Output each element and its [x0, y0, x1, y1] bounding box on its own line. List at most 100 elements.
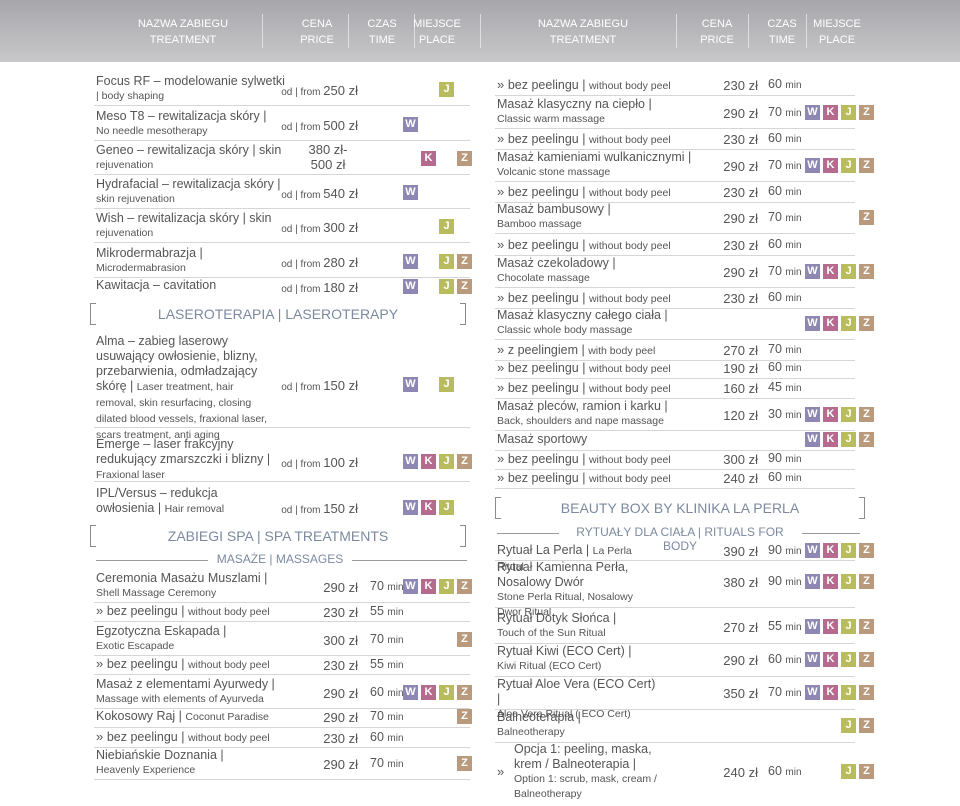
place-badge: W	[403, 117, 418, 132]
place-badge: W	[403, 279, 418, 294]
row-divider	[495, 202, 855, 203]
price-value: 300 zł	[723, 452, 758, 467]
price: 160 zł	[698, 380, 758, 398]
place-badge: J	[841, 407, 856, 422]
name-en: without body peel	[187, 732, 270, 744]
duration: 90 min	[768, 543, 802, 557]
row-divider	[495, 398, 855, 399]
name-en: Touch of the Sun Ritual	[497, 627, 606, 639]
price-value: 270 zł	[723, 343, 758, 358]
price: 270 zł	[698, 342, 758, 360]
row-divider	[94, 708, 470, 709]
place-badge: Z	[457, 151, 472, 166]
row-divider	[94, 208, 470, 209]
name-pl: Kokosowy Raj |	[96, 709, 186, 723]
price: od | from 500 zł	[258, 117, 358, 135]
name-pl: bez peelingu |	[507, 132, 589, 146]
row-divider	[94, 621, 470, 622]
name-pl: Egzotyczna Eskapada |	[96, 624, 227, 638]
place-badge: W	[805, 685, 820, 700]
price-value: 290 zł	[723, 265, 758, 280]
name-pl: Rytuał Dotyk Słońca |	[497, 611, 617, 625]
treatment-name: » bez peelingu | without body peel	[497, 237, 697, 254]
treatment-name: Wish – rewitalizacja skóry | skin rejuven…	[96, 211, 376, 241]
name-en: Fraxional laser	[96, 469, 165, 481]
unit: min	[785, 80, 802, 91]
header-pl: CZAS	[367, 18, 397, 30]
header-col: MIEJSCE PLACE	[387, 16, 487, 48]
header-divider	[480, 14, 481, 48]
header-pl: MIEJSCE	[413, 18, 461, 30]
treatment-name: » bez peelingu | without body peel	[96, 656, 376, 673]
name-en: rejuvenation	[96, 159, 154, 171]
name-pl: bez peelingu |	[106, 730, 188, 744]
duration: 70 min	[768, 105, 802, 119]
name-en: without body peel	[588, 187, 671, 199]
name-pl: bez peelingu |	[507, 238, 589, 252]
duration: 60 min	[370, 730, 404, 744]
place-badge: Z	[859, 316, 874, 331]
place-badge: W	[403, 185, 418, 200]
place-badge: K	[421, 454, 436, 469]
arrow-icon: »	[497, 451, 508, 466]
row-divider	[94, 747, 470, 748]
section-header: ZABIEGI SPA | SPA TREATMENTS	[90, 525, 466, 547]
row-divider	[94, 602, 470, 603]
duration: 70 min	[370, 709, 404, 723]
place-badge: W	[805, 316, 820, 331]
header-divider	[676, 14, 677, 48]
price: 290 zł	[298, 756, 358, 774]
duration: 60 min	[768, 290, 802, 304]
price: od | from 540 zł	[258, 185, 358, 203]
row-divider	[495, 233, 855, 234]
unit: min	[387, 607, 404, 618]
name-en: Bamboo massage	[497, 218, 582, 230]
bracket-left	[495, 497, 501, 519]
duration: 70 min	[768, 685, 802, 699]
name-pl: Masaż bambusowy |	[497, 202, 611, 216]
row-divider	[94, 481, 470, 482]
from-label: od | from	[281, 190, 324, 201]
treatment-name: Masaż kamieniami wulkanicznymi | Volcanic…	[497, 150, 697, 180]
name-pl: Masaż czekoladowy |	[497, 256, 616, 270]
name-en: without body peel	[588, 134, 671, 146]
treatment-name: » z peelingiem | with body peel	[497, 342, 697, 359]
duration: 60 min	[768, 77, 802, 91]
name-en: Aloe Vera Ritual ( ECO Cert)	[497, 708, 631, 720]
name-pl: Masaż klasyczny na ciepło |	[497, 97, 652, 111]
price-value: 250 zł	[323, 83, 358, 98]
place-badge: J	[841, 264, 856, 279]
treatment-name: Emerge – laser frakcyjny redukujący zmar…	[96, 437, 271, 483]
price-value: 230 zł	[723, 132, 758, 147]
price: 230 zł	[298, 730, 358, 748]
place-badge: Z	[859, 619, 874, 634]
subsection-rule	[352, 560, 467, 561]
name-pl: IPL/Versus – redukcja owłosienia |	[96, 486, 218, 515]
header-en: TIME	[368, 34, 396, 46]
header-col: NAZWA ZABIEGU TREATMENT	[533, 16, 633, 48]
price-value: 390 zł	[723, 544, 758, 559]
name-en: Volcanic stone massage	[497, 166, 611, 178]
price-value: 290 zł	[323, 580, 358, 595]
row-divider	[94, 174, 470, 175]
header-pl: CZAS	[767, 18, 797, 30]
unit: min	[785, 161, 802, 172]
row-divider	[94, 105, 470, 106]
duration: 55 min	[768, 619, 802, 633]
name-pl: Geneo – rewitalizacja skóry | skin	[96, 143, 282, 157]
arrow-icon: »	[497, 470, 508, 485]
place-badge: W	[805, 105, 820, 120]
place-badge: J	[841, 316, 856, 331]
subsection-rule	[497, 533, 559, 534]
price: 290 zł	[698, 652, 758, 670]
place-badge: J	[841, 652, 856, 667]
price-value: 230 zł	[323, 658, 358, 673]
row-divider	[495, 607, 855, 608]
place-badge: J	[439, 500, 454, 515]
header-en: TREATMENT	[549, 34, 617, 46]
price: od | from 300 zł	[258, 219, 358, 237]
price-value: 500 zł	[323, 118, 358, 133]
unit: min	[785, 187, 802, 198]
place-badge: J	[439, 579, 454, 594]
place-badge: W	[403, 500, 418, 515]
